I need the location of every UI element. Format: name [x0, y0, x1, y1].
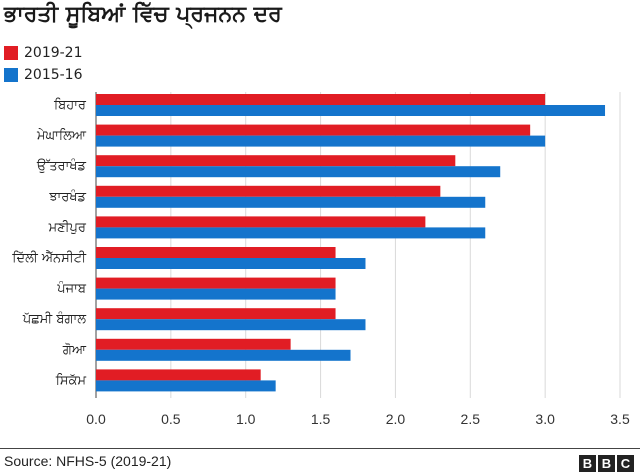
x-tick-label: 2.5 — [461, 411, 481, 427]
y-category-label: ਉੱਤਰਾਖੰਡ — [36, 158, 87, 174]
legend-item-2019-21: 2019-21 — [4, 42, 83, 64]
bar-2015-16-5 — [96, 227, 486, 239]
bar-2019-21-9 — [96, 338, 291, 350]
y-category-label: ਝਾਰਖੰਡ — [48, 189, 86, 205]
bar-2015-16-6 — [96, 258, 366, 269]
x-tick-label: 2.0 — [386, 411, 406, 427]
bbc-logo: B B C — [579, 455, 634, 472]
bbc-logo-letter: B — [598, 455, 615, 472]
bar-2019-21-8 — [96, 308, 336, 320]
y-category-label: ਬਿਹਾਰ — [53, 98, 87, 113]
bar-chart: 0.0 0.5 1.0 1.5 2.0 2.5 3.0 3.5 ਬਿਹਾਰ ਮੇਘਾਲਿਆ ਉੱਤਰ… — [11, 92, 630, 427]
y-category-label: ਪੱਛਮੀ ਬੰਗਾਲ — [22, 311, 86, 327]
bar-2019-21-1 — [96, 94, 546, 105]
bar-2015-16-2 — [96, 135, 546, 147]
bar-2019-21-5 — [96, 216, 426, 228]
legend-swatch-2019-21 — [4, 46, 18, 60]
legend: 2019-21 2015-16 — [4, 42, 83, 86]
bar-2015-16-8 — [96, 319, 366, 331]
bbc-logo-letter: B — [579, 455, 596, 472]
x-tick-label: 0.5 — [161, 411, 181, 427]
y-category-label: ਪੰਜਾਬ — [56, 281, 87, 297]
legend-swatch-2015-16 — [4, 68, 18, 82]
bar-2015-16-10 — [96, 380, 276, 392]
y-category-label: ਦਿੱਲੀ ਐੱਨਸੀਟੀ — [11, 250, 87, 266]
y-category-label: ਗੋਆ — [62, 342, 87, 358]
y-category-label: ਸਿਕੱਮ — [55, 373, 87, 388]
legend-item-2015-16: 2015-16 — [4, 64, 83, 86]
chart-title: ਭਾਰਤੀ ਸੂਬਿਆਂ ਵਿੱਚ ਪ੍ਰਜਨਨ ਦਰ — [4, 2, 282, 27]
bar-2019-21-4 — [96, 185, 441, 197]
legend-label-2015-16: 2015-16 — [24, 67, 83, 83]
bar-2019-21-3 — [96, 155, 456, 167]
y-category-label: ਮੇਘਾਲਿਆ — [36, 129, 87, 144]
x-tick-label: 1.0 — [236, 411, 256, 427]
x-tick-label: 3.0 — [535, 411, 555, 427]
bar-2015-16-4 — [96, 196, 486, 208]
x-tick-label: 3.5 — [610, 411, 630, 427]
source-note: Source: NFHS-5 (2019-21) — [4, 453, 172, 469]
bar-2019-21-2 — [96, 124, 531, 136]
bar-2019-21-7 — [96, 277, 336, 289]
bar-2019-21-6 — [96, 247, 336, 258]
legend-label-2019-21: 2019-21 — [24, 45, 83, 61]
bar-2015-16-3 — [96, 166, 501, 178]
footer-divider — [0, 448, 640, 449]
y-category-label: ਮਣੀਪੁਰ — [48, 220, 87, 235]
bar-2015-16-9 — [96, 349, 351, 361]
bar-2015-16-7 — [96, 288, 336, 300]
x-tick-label: 0.0 — [86, 411, 106, 427]
bar-2019-21-10 — [96, 369, 261, 381]
bar-2015-16-1 — [96, 105, 606, 116]
bbc-logo-letter: C — [617, 455, 634, 472]
x-tick-label: 1.5 — [311, 411, 331, 427]
